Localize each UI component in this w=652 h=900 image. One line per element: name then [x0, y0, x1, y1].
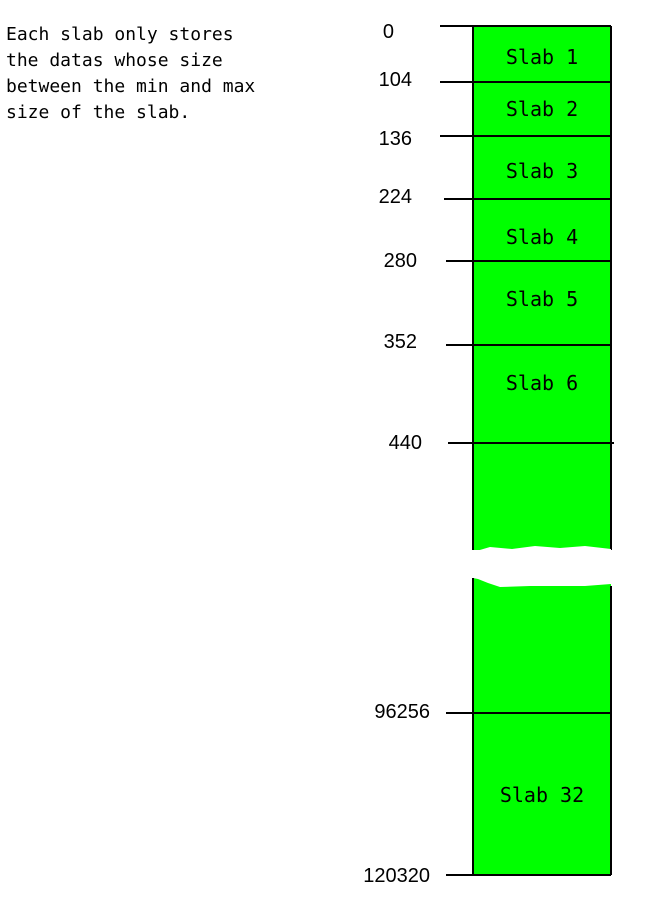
slab-label: Slab 4: [505, 225, 579, 249]
boundary-label: 352: [383, 331, 417, 353]
column-break-edge-bottom: [473, 576, 611, 587]
slab-label: Slab 1: [505, 45, 579, 69]
note-line: between the min and max: [6, 76, 256, 97]
column-break-edge-top: [473, 546, 611, 556]
note-line: the datas whose size: [6, 50, 223, 71]
slab-label: Slab 6: [505, 371, 579, 395]
slab-column-lower: [473, 578, 611, 875]
boundary-label: 224: [378, 186, 412, 208]
boundary-label: 440: [388, 432, 422, 454]
slab-label: Slab 3: [505, 159, 579, 183]
boundary-label: 104: [378, 69, 412, 91]
boundary-label: 0: [382, 21, 394, 43]
slab-label: Slab 5: [505, 287, 579, 311]
note-line: size of the slab.: [6, 102, 191, 123]
boundary-label: 96256: [374, 701, 430, 723]
boundary-label: 136: [378, 128, 412, 150]
boundary-label: 120320: [363, 865, 430, 887]
slab-column-upper: [473, 26, 611, 550]
slab-label: Slab 2: [505, 97, 579, 121]
slab-label: Slab 32: [499, 783, 585, 807]
note-line: Each slab only stores: [6, 24, 234, 45]
description-note: Each slab only stores the datas whose si…: [6, 22, 346, 126]
boundary-label: 280: [383, 250, 417, 272]
